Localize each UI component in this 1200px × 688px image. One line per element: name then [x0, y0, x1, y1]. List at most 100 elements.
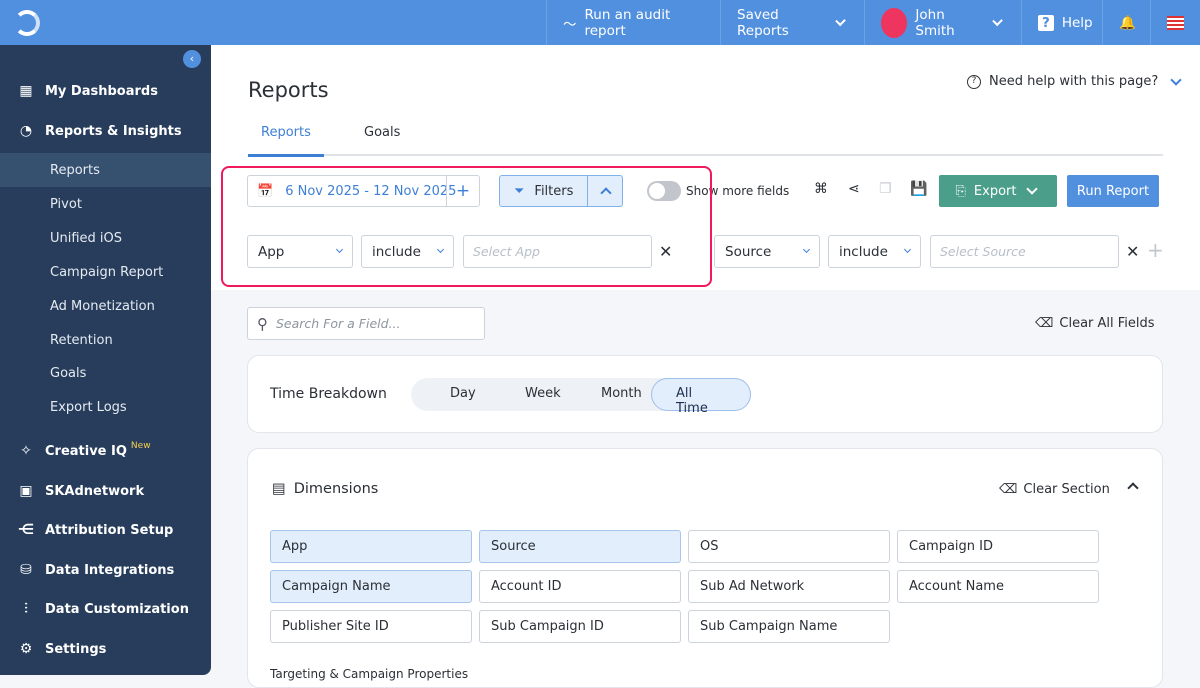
phone-lock-icon: ▣ — [19, 483, 33, 499]
eraser-icon: ⌫ — [999, 482, 1018, 497]
pie-chart-icon: ◔ — [19, 123, 33, 139]
tab-goals[interactable]: Goals — [364, 125, 401, 140]
chevron-down-icon — [834, 15, 846, 26]
filters-button[interactable]: ⏷ Filters — [499, 175, 623, 207]
filter-value-input[interactable]: Select App — [463, 235, 652, 268]
sidebar-item-reports-insights[interactable]: ◔ Reports & Insights — [0, 114, 211, 148]
share-icon[interactable]: ⋖ — [848, 181, 860, 197]
filter-field-select[interactable]: Source — [714, 235, 820, 268]
dimension-chip[interactable]: OS — [688, 530, 890, 563]
export-file-icon: ⎘ — [955, 183, 966, 199]
sidebar-sub-ad-monetization[interactable]: Ad Monetization — [50, 298, 155, 314]
dimension-chip[interactable]: Sub Campaign ID — [479, 610, 681, 643]
sidebar-item-data-customization[interactable]: ⫶ Data Customization — [0, 592, 211, 626]
page-help-link[interactable]: ? Need help with this page? — [967, 73, 1184, 89]
gear-icon: ⚙ — [19, 641, 33, 657]
us-flag-icon — [1167, 15, 1184, 30]
date-range-picker[interactable]: 📅 6 Nov 2025 - 12 Nov 2025 + — [247, 175, 480, 207]
dimension-chip[interactable]: Sub Campaign Name — [688, 610, 890, 643]
time-option-day[interactable]: Day — [450, 386, 476, 401]
notifications-button[interactable]: 🔔 — [1102, 0, 1150, 45]
tabs: Reports Goals — [248, 123, 1163, 157]
dimension-chip[interactable]: Source — [479, 530, 681, 563]
time-option-month[interactable]: Month — [601, 386, 642, 401]
branch-icon: ⋲ — [17, 522, 35, 538]
chevron-up-icon — [600, 187, 612, 199]
filter-operator-select[interactable]: include — [361, 235, 454, 268]
sidebar-item-data-integrations[interactable]: ⛁ Data Integrations — [0, 553, 211, 587]
search-icon: ⚲ — [257, 314, 268, 333]
eraser-icon: ⌫ — [1035, 316, 1054, 331]
pulse-icon: 〜 — [563, 16, 577, 33]
calendar-icon: 📅 — [257, 183, 274, 199]
show-more-fields-toggle[interactable] — [647, 181, 681, 201]
language-button[interactable] — [1150, 0, 1200, 45]
time-option-week[interactable]: Week — [525, 386, 561, 401]
run-audit-button[interactable]: 〜 Run an audit report — [546, 0, 720, 45]
logo-icon[interactable] — [14, 10, 40, 36]
filter-operator-select[interactable]: include — [828, 235, 921, 268]
sidebar-sub-export-logs[interactable]: Export Logs — [50, 399, 127, 415]
export-button[interactable]: ⎘ Export — [939, 175, 1057, 207]
chevron-down-icon — [335, 245, 344, 254]
sidebar-item-attribution-setup[interactable]: ⋲ Attribution Setup — [17, 522, 174, 538]
top-bar: 〜 Run an audit report Saved Reports John … — [0, 0, 1200, 45]
sidebar: ▦ My Dashboards ◔ Reports & Insights Repor… — [0, 45, 211, 675]
dimension-chip[interactable]: Sub Ad Network — [688, 570, 890, 603]
sidebar-sub-goals[interactable]: Goals — [50, 365, 87, 381]
sidebar-sub-unified-ios[interactable]: Unified iOS — [50, 230, 123, 246]
avatar — [881, 7, 908, 38]
filter-field-select[interactable]: App — [247, 235, 353, 268]
question-icon: ? — [967, 74, 981, 89]
chevron-down-icon — [436, 245, 445, 254]
chevron-down-icon — [1026, 183, 1039, 195]
run-report-button[interactable]: Run Report — [1067, 175, 1159, 207]
dimension-chip[interactable]: Campaign Name — [270, 570, 472, 603]
chevron-down-icon — [1170, 73, 1182, 86]
time-option-all-time[interactable]: All Time — [651, 378, 751, 416]
sidebar-sub-reports[interactable]: Reports — [0, 153, 211, 187]
page-title: Reports — [248, 78, 329, 102]
chevron-down-icon — [903, 245, 912, 254]
saved-reports-dropdown[interactable]: Saved Reports — [720, 0, 864, 45]
new-badge: New — [130, 441, 151, 451]
collapse-sidebar-button[interactable]: ‹ — [183, 50, 201, 68]
funnel-icon: ⏷ — [514, 183, 525, 199]
clear-section-button[interactable]: ⌫ Clear Section — [999, 482, 1110, 497]
save-icon[interactable]: 💾 — [910, 181, 928, 197]
filter-value-input[interactable]: Select Source — [930, 235, 1119, 268]
copy-icon[interactable]: ❐ — [879, 181, 892, 197]
binoculars-icon[interactable]: ⌘ — [814, 181, 828, 197]
time-breakdown-selector: Day Week Month All Time — [411, 378, 751, 416]
database-plus-icon: ⛁ — [20, 562, 32, 578]
dimension-chip[interactable]: Account Name — [897, 570, 1099, 603]
sidebar-item-skadnetwork[interactable]: ▣ SKAdnetwork — [0, 474, 211, 508]
sidebar-item-creative-iq[interactable]: ✧ Creative IQ New — [0, 434, 211, 468]
time-breakdown-label: Time Breakdown — [270, 386, 387, 402]
tab-reports[interactable]: Reports — [248, 125, 324, 157]
sidebar-sub-campaign-report[interactable]: Campaign Report — [50, 264, 164, 280]
add-date-range-button[interactable]: + — [446, 176, 479, 206]
chevron-down-icon — [802, 245, 811, 254]
remove-filter-icon[interactable]: ✕ — [1126, 242, 1140, 261]
sliders-icon: ⫶ — [24, 601, 28, 617]
help-button[interactable]: ? Help — [1021, 0, 1102, 45]
clear-all-fields-button[interactable]: ⌫ Clear All Fields — [1035, 316, 1155, 331]
sidebar-sub-retention[interactable]: Retention — [50, 332, 113, 348]
sidebar-sub-pivot[interactable]: Pivot — [50, 196, 82, 212]
bell-icon: 🔔 — [1119, 14, 1136, 31]
sidebar-item-my-dashboards[interactable]: ▦ My Dashboards — [0, 74, 211, 108]
collapse-filters-button[interactable] — [587, 176, 622, 206]
sparkle-icon: ✧ — [20, 443, 32, 459]
dimensions-header: ▤ Dimensions — [272, 481, 379, 497]
grid-icon: ▦ — [19, 83, 33, 99]
dimension-chip[interactable]: App — [270, 530, 472, 563]
sidebar-item-settings[interactable]: ⚙ Settings — [0, 632, 211, 666]
field-search-input[interactable]: ⚲ Search For a Field... — [247, 307, 485, 340]
user-menu[interactable]: John Smith — [864, 0, 1021, 45]
add-filter-icon[interactable]: + — [1147, 238, 1164, 262]
dimension-chip[interactable]: Account ID — [479, 570, 681, 603]
remove-filter-icon[interactable]: ✕ — [659, 242, 673, 261]
dimension-chip[interactable]: Publisher Site ID — [270, 610, 472, 643]
dimension-chip[interactable]: Campaign ID — [897, 530, 1099, 563]
